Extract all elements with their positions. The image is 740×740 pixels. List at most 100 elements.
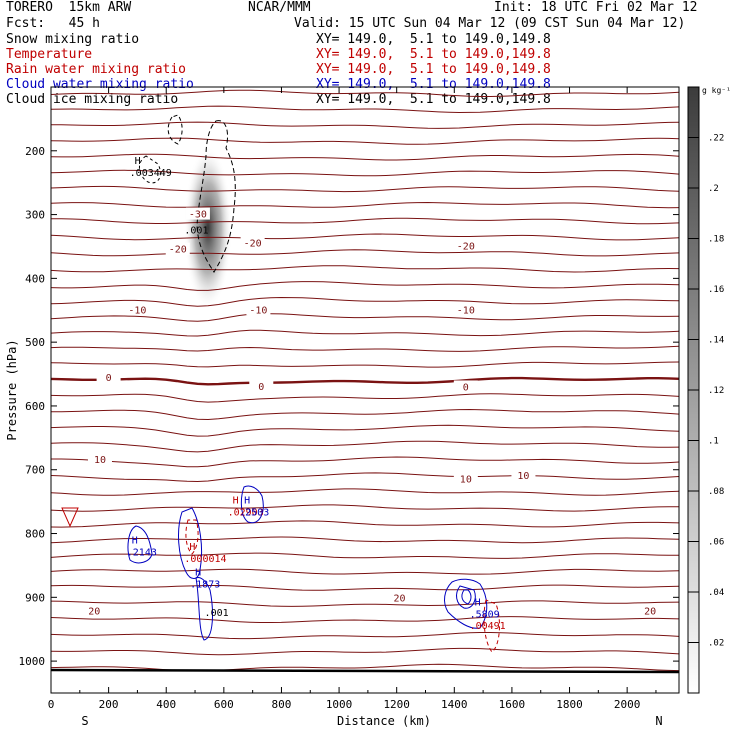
- colorbar-tick-label: .08: [708, 487, 724, 497]
- x-tick-label: 1800: [556, 698, 583, 711]
- colorbar-tick-label: .04: [708, 588, 724, 598]
- extremum-mark: H: [244, 495, 250, 506]
- y-tick-label: 400: [25, 272, 45, 285]
- isotherm-label-bg: [387, 591, 412, 604]
- isotherm-label-bg: [511, 469, 536, 482]
- y-tick-label: 500: [25, 336, 45, 349]
- isotherm-line: [51, 345, 679, 352]
- isotherm-label: 0: [258, 382, 264, 393]
- isotherm-label: -20: [244, 238, 262, 249]
- isotherm-line: [51, 520, 679, 528]
- x-tick-label: 200: [99, 698, 119, 711]
- extremum-mark: H: [135, 156, 141, 167]
- isotherm-label: -10: [249, 305, 267, 316]
- x-tick-label: 800: [272, 698, 292, 711]
- field-xy-snow: XY= 149.0, 5.1 to 149.0,149.8: [316, 32, 551, 47]
- isotherm-line: [51, 249, 679, 257]
- isotherm-label: 10: [94, 455, 106, 466]
- terrain-line: [50, 668, 680, 674]
- y-tick-label: 600: [25, 400, 45, 413]
- isotherm-label: -10: [128, 305, 146, 316]
- x-tick-label: 1000: [326, 698, 353, 711]
- isotherm-line: [51, 201, 679, 209]
- x-tick-label: 400: [156, 698, 176, 711]
- isotherm-line: [51, 233, 679, 241]
- y-tick-label: 300: [25, 209, 45, 222]
- isotherm-label-bg: [125, 303, 150, 316]
- cloud-ice-contour: [167, 114, 183, 145]
- isotherm-label: 0: [463, 382, 469, 393]
- extremum-value: .1873: [190, 579, 220, 590]
- isotherm-line: [51, 169, 679, 177]
- isotherm-lines: [51, 89, 679, 672]
- isotherm-line: [51, 600, 679, 607]
- isotherm-line: [51, 424, 679, 437]
- cloud-water-contour-1: [127, 525, 153, 564]
- isotherm-label: -20: [169, 245, 187, 256]
- isotherm-line: [51, 361, 679, 368]
- extremum-mark: H: [195, 567, 201, 578]
- isotherm-line: [51, 105, 679, 114]
- colorbar-tick-label: .06: [708, 538, 724, 548]
- isotherm-label-bg: [246, 303, 271, 316]
- isotherm-line: [51, 408, 679, 421]
- extremum-value: .000014: [184, 554, 226, 565]
- species-contours: [61, 114, 500, 653]
- isotherm-label-bg: [185, 207, 210, 220]
- extremum-value: .001: [184, 225, 208, 236]
- isotherm-line: [51, 217, 679, 225]
- isotherm-line: [51, 393, 679, 403]
- isotherm-label-bg: [96, 370, 121, 383]
- isotherm-label: -10: [457, 305, 475, 316]
- isotherm-label: 20: [644, 606, 656, 617]
- isotherm-label-bg: [638, 604, 663, 617]
- isotherm-label-bg: [87, 453, 112, 466]
- x-tick-label: 1200: [383, 698, 410, 711]
- x-tick-label: 1600: [499, 698, 526, 711]
- isotherm-label-bg: [453, 303, 478, 316]
- colorbar-tick-label: .1: [708, 437, 719, 447]
- colorbar-tick-label: .12: [708, 386, 724, 396]
- field-xy-cloud-water: XY= 149.0, 5.1 to 149.0,149.8: [316, 77, 551, 92]
- colorbar-tick-label: .02: [708, 639, 724, 649]
- org-label: NCAR/MMM: [248, 0, 311, 15]
- extremum-value: .2143: [127, 547, 157, 558]
- field-name-snow: Snow mixing ratio: [6, 32, 140, 47]
- extremum-mark: H: [189, 542, 195, 553]
- extremum-value: .02903: [228, 507, 264, 518]
- colorbar-unit: g kg⁻¹: [702, 86, 731, 95]
- isotherm-line: [51, 153, 679, 161]
- extremum-value: .003449: [130, 168, 172, 179]
- isotherm-line: [51, 663, 679, 672]
- colorbar: g kg⁻¹ .02 .04 .06 .08 .1 .12 .14 .16 .18 .2 .22: [687, 86, 731, 694]
- y-tick-label: 900: [25, 591, 45, 604]
- forecast-hour: Fcst: 45 h: [6, 16, 100, 31]
- extremum-value: .5809: [470, 609, 500, 620]
- x-tick-label: 1400: [441, 698, 468, 711]
- field-xy-rain: XY= 149.0, 5.1 to 149.0,149.8: [316, 62, 551, 77]
- isotherm-line: [51, 568, 679, 575]
- isotherm-label-bg: [240, 236, 265, 249]
- field-name-temperature: Temperature: [6, 47, 93, 62]
- field-xy-temperature: XY= 149.0, 5.1 to 149.0,149.8: [316, 47, 551, 62]
- isotherm-line: [51, 632, 679, 640]
- init-time: Init: 18 UTC Fri 02 Mar 12: [494, 0, 698, 15]
- extremum-value: .001: [205, 608, 229, 619]
- isotherm-label: 20: [394, 594, 406, 605]
- cloud-water-contour-3: [195, 577, 213, 641]
- snow-contour-small: [139, 155, 161, 184]
- colorbar-tick-label: .14: [708, 336, 724, 346]
- extrema-labels: H.003449.001H.2143H.000014H.1873.001H.02…: [127, 156, 506, 632]
- x-axis: 0 200 400 600 800 1000 1200 1400 1600 1800 2000: [48, 87, 657, 711]
- colorbar-tick-label: .16: [708, 285, 724, 295]
- isotherm-line: [51, 137, 679, 145]
- cloud-water-contour-5: [444, 578, 488, 629]
- isotherm-line: [51, 313, 679, 322]
- isotherm-label-bg: [249, 379, 274, 392]
- isotherm-line: [51, 185, 679, 193]
- isotherm-label: -20: [457, 241, 475, 252]
- isotherm-label-bg: [165, 242, 190, 255]
- y-tick-label: 1000: [19, 655, 46, 668]
